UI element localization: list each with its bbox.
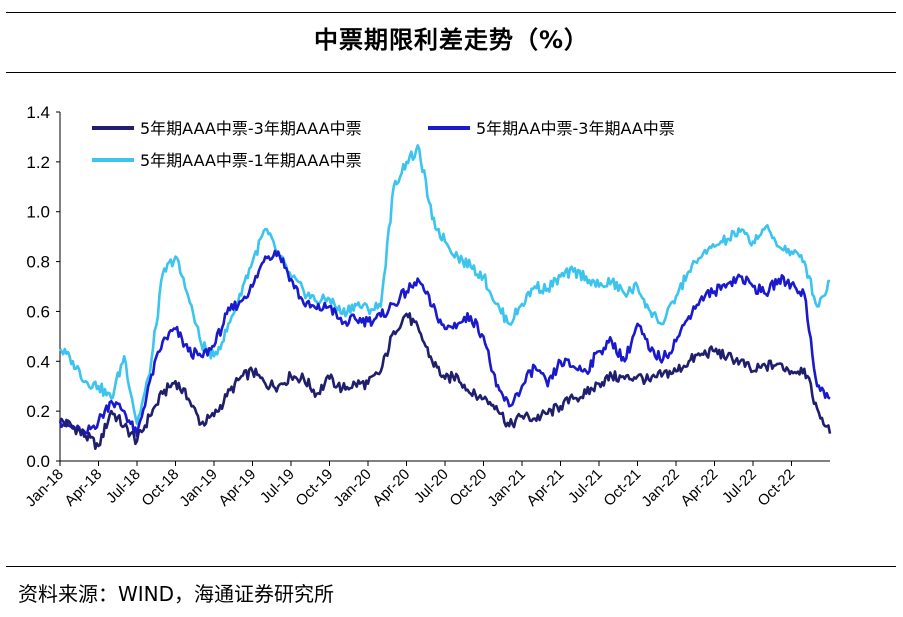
x-tick-label: Apr-22 <box>677 466 721 510</box>
y-tick-label: 1.4 <box>26 103 50 122</box>
y-tick-label: 0.6 <box>26 302 50 321</box>
x-tick-label: Oct-18 <box>138 466 182 510</box>
y-tick-label: 0.4 <box>26 352 50 371</box>
y-tick-label: 1.2 <box>26 153 50 172</box>
chart-legend: 5年期AAA中票-3年期AAA中票 5年期AA中票-3年期AA中票 5年期AAA中票… <box>92 119 675 170</box>
bottom-rule <box>6 566 896 567</box>
y-tick-label: 0.0 <box>26 452 50 471</box>
y-tick-label: 1.0 <box>26 203 50 222</box>
x-tick-label: Jan-21 <box>484 466 528 510</box>
legend-label-2: 5年期AAA中票-1年期AAA中票 <box>140 151 362 170</box>
y-tick-label: 0.8 <box>26 253 50 272</box>
x-tick-label: Jul-21 <box>565 466 606 507</box>
x-tick-label: Jan-22 <box>638 466 682 510</box>
x-tick-label: Apr-21 <box>523 466 567 510</box>
title-rule <box>6 72 896 73</box>
legend-label-0: 5年期AAA中票-3年期AAA中票 <box>140 119 362 138</box>
x-tick-label: Jul-18 <box>103 466 144 507</box>
series-line-0 <box>58 312 832 450</box>
x-tick-label: Jan-20 <box>330 466 374 510</box>
chart-title: 中票期限利差走势（%） <box>313 26 590 54</box>
series-line-1 <box>58 249 831 438</box>
x-tick-label: Apr-20 <box>369 466 413 510</box>
x-tick-label: Jul-22 <box>719 466 760 507</box>
legend-label-1: 5年期AA中票-3年期AA中票 <box>476 119 675 138</box>
x-tick-label: Apr-19 <box>215 466 259 510</box>
x-tick-label: Oct-22 <box>754 466 798 510</box>
x-tick-label: Oct-19 <box>292 466 336 510</box>
x-tick-label: Jan-18 <box>22 466 66 510</box>
x-tick-label: Jul-19 <box>257 466 298 507</box>
y-tick-label: 0.2 <box>26 402 50 421</box>
x-tick-label: Jul-20 <box>411 466 452 507</box>
series-line-2 <box>58 144 831 425</box>
chart-series <box>58 144 832 450</box>
source-note: 资料来源：WIND，海通证券研究所 <box>18 582 335 606</box>
x-tick-label: Apr-18 <box>61 466 105 510</box>
line-chart: 0.00.20.40.60.81.01.21.4Jan-18Apr-18Jul-… <box>22 103 832 510</box>
x-tick-label: Oct-20 <box>446 466 490 510</box>
x-tick-label: Oct-21 <box>600 466 644 510</box>
top-rule <box>6 12 896 13</box>
x-tick-label: Jan-19 <box>176 466 220 510</box>
